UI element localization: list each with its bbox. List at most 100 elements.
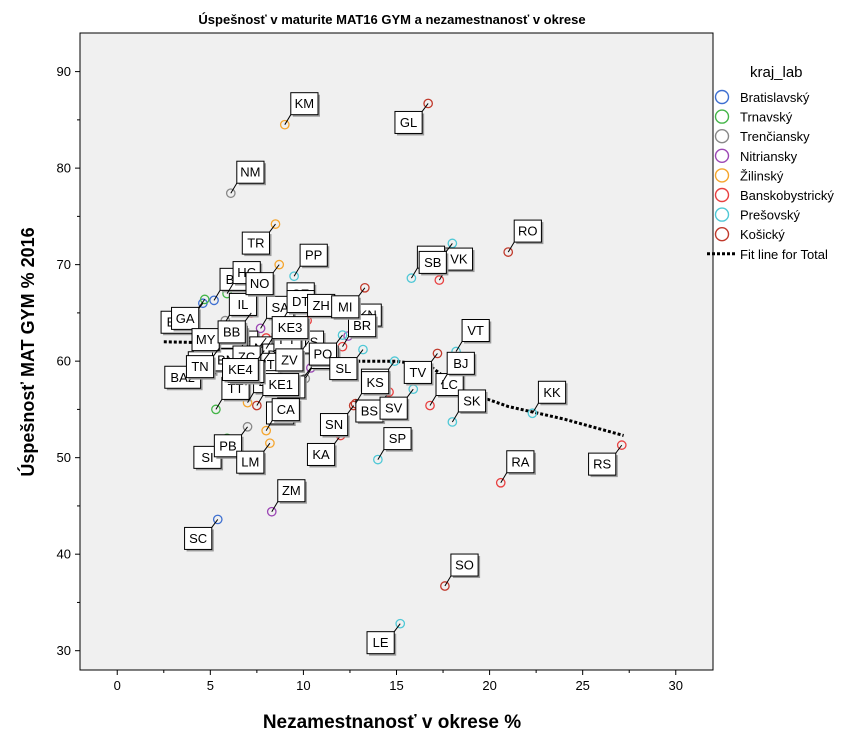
legend-entry: Banskobystrický bbox=[740, 188, 834, 203]
y-tick-label: 70 bbox=[57, 257, 71, 272]
label-leader bbox=[444, 575, 452, 587]
point-label: IL bbox=[238, 297, 249, 312]
label-leader bbox=[213, 347, 221, 356]
point-label-box bbox=[277, 479, 306, 503]
label-leader bbox=[244, 312, 252, 322]
fit-line-group bbox=[163, 340, 624, 437]
data-point bbox=[274, 259, 285, 270]
label-leader bbox=[388, 360, 396, 370]
label-leader bbox=[421, 103, 429, 112]
label-leader bbox=[271, 501, 279, 512]
label-leader bbox=[259, 337, 267, 347]
legend-entry: Košický bbox=[740, 227, 785, 242]
point-label-box bbox=[450, 553, 479, 577]
label-leader bbox=[213, 290, 221, 301]
point-label-box bbox=[275, 348, 304, 372]
data-point bbox=[211, 404, 221, 415]
legend-entry: Trnavský bbox=[740, 110, 793, 125]
label-leader bbox=[429, 395, 437, 406]
label-leader bbox=[358, 287, 366, 297]
point-label: KA bbox=[312, 447, 330, 462]
point-label-box bbox=[185, 355, 215, 379]
point-label: NM bbox=[240, 165, 260, 180]
data-point bbox=[359, 282, 370, 293]
point-label-box bbox=[537, 380, 567, 404]
label-leader bbox=[230, 182, 238, 194]
legend-entry: Žilinský bbox=[740, 168, 784, 183]
data-point bbox=[395, 618, 406, 629]
label-leader bbox=[406, 388, 414, 398]
point-label: LE bbox=[373, 635, 389, 650]
label-leader bbox=[336, 334, 343, 344]
point-label: GA bbox=[176, 311, 195, 326]
data-point bbox=[337, 330, 348, 340]
point-label-box bbox=[361, 371, 390, 395]
y-tick-label: 80 bbox=[57, 161, 71, 176]
data-point bbox=[199, 294, 210, 305]
label-leader bbox=[451, 411, 459, 423]
data-point bbox=[265, 438, 275, 449]
point-label: KK bbox=[543, 385, 561, 400]
data-point bbox=[616, 440, 627, 450]
point-label: KE4 bbox=[228, 362, 253, 377]
point-label: KM bbox=[295, 96, 315, 111]
axes: 0 5 10 15 20 25 30 30 40 50 60 70 80 90 bbox=[57, 64, 683, 693]
label-leader bbox=[507, 241, 515, 253]
point-label-box bbox=[403, 360, 432, 384]
data-point bbox=[389, 356, 400, 367]
point-label: SL bbox=[335, 361, 351, 376]
point-label-box bbox=[262, 373, 300, 397]
label-leader bbox=[393, 623, 401, 632]
x-axis-label: Nezamestnanosť v okrese % bbox=[263, 712, 521, 733]
point-label-box bbox=[228, 292, 258, 316]
point-label: VT bbox=[467, 323, 484, 338]
point-label-box bbox=[213, 434, 243, 458]
label-leader bbox=[260, 318, 268, 329]
label-leader bbox=[500, 472, 508, 484]
point-label-box bbox=[241, 231, 270, 255]
point-label: NO bbox=[250, 276, 270, 291]
data-point bbox=[266, 506, 277, 517]
point-label-box bbox=[184, 526, 213, 550]
point-label: TR bbox=[247, 236, 264, 251]
label-leader bbox=[342, 336, 349, 347]
y-tick-label: 60 bbox=[57, 354, 71, 369]
label-leader bbox=[455, 341, 463, 352]
legend-marker bbox=[714, 207, 730, 222]
label-leader bbox=[531, 403, 539, 414]
legend-entry: Nitriansky bbox=[740, 149, 798, 164]
data-point bbox=[495, 477, 506, 488]
point-label-box bbox=[394, 110, 423, 134]
chart-title: Úspešnosť v maturite MAT16 GYM a nezames… bbox=[198, 12, 585, 27]
x-tick-label: 25 bbox=[575, 678, 589, 693]
label-leader bbox=[265, 420, 273, 431]
y-tick-label: 30 bbox=[57, 643, 71, 658]
legend-title: kraj_lab bbox=[750, 64, 803, 81]
legend-marker bbox=[714, 148, 730, 164]
label-leader bbox=[615, 444, 623, 454]
point-label: DT bbox=[292, 294, 309, 309]
label-leader bbox=[257, 350, 265, 359]
point-label-box bbox=[331, 295, 360, 319]
fit-line bbox=[163, 340, 624, 437]
y-tick-label: 50 bbox=[57, 450, 71, 465]
point-label: RO bbox=[518, 224, 538, 239]
data-point bbox=[423, 98, 433, 109]
point-label: BJ bbox=[453, 356, 468, 371]
label-leader bbox=[355, 393, 362, 404]
data-point bbox=[242, 421, 253, 432]
legend-fit-line: Fit line for Total bbox=[740, 247, 828, 262]
point-label-box bbox=[461, 319, 490, 342]
point-label-box bbox=[446, 351, 475, 375]
data-point bbox=[447, 417, 458, 427]
label-leader bbox=[215, 399, 223, 410]
label-leader bbox=[304, 367, 312, 377]
data-point bbox=[261, 425, 272, 436]
label-leader bbox=[377, 449, 385, 460]
data-point bbox=[212, 514, 223, 525]
label-leader bbox=[293, 265, 301, 277]
label-leader bbox=[265, 338, 273, 349]
x-tick-label: 10 bbox=[296, 678, 310, 693]
label-leader bbox=[263, 442, 271, 452]
